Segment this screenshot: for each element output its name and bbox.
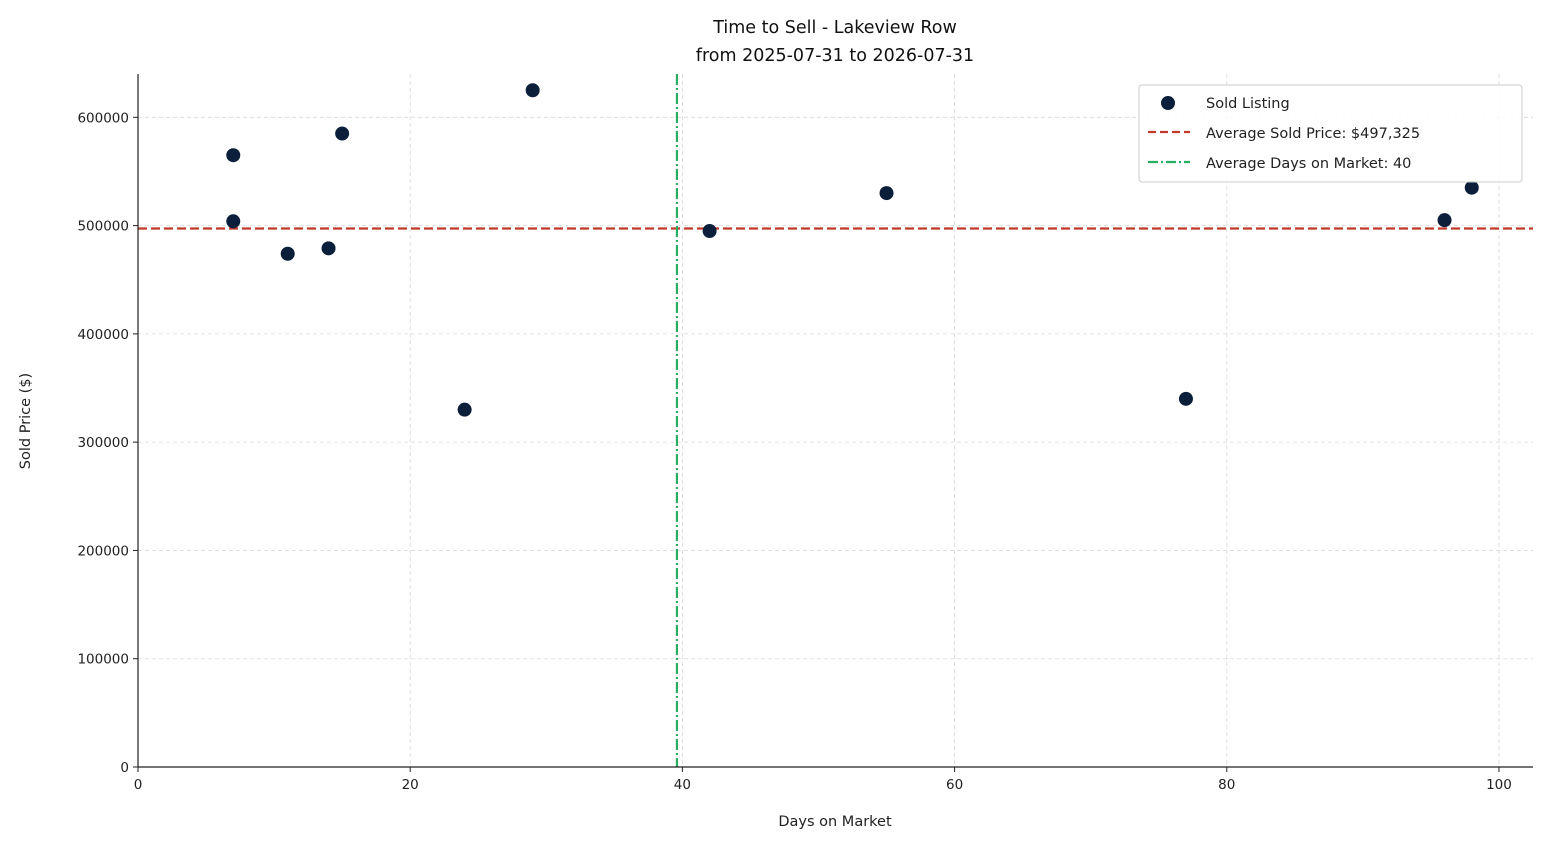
data-point xyxy=(1178,391,1193,406)
chart-subtitle: from 2025-07-31 to 2026-07-31 xyxy=(696,46,974,66)
y-tick-label: 600000 xyxy=(77,110,129,126)
data-points xyxy=(226,83,1479,417)
data-point xyxy=(457,402,472,417)
data-point xyxy=(226,148,241,163)
legend: Sold Listing Average Sold Price: $497,32… xyxy=(1138,84,1523,183)
data-point xyxy=(1437,213,1452,228)
legend-marker-sold-listing xyxy=(1161,96,1175,110)
data-point xyxy=(335,126,350,141)
legend-label-average-days: Average Days on Market: 40 xyxy=(1206,156,1411,172)
reference-lines xyxy=(138,74,1533,767)
data-point xyxy=(226,214,241,229)
y-tick-label: 100000 xyxy=(77,652,129,668)
y-tick-label: 400000 xyxy=(77,327,129,343)
x-tick-label: 0 xyxy=(134,777,143,793)
legend-label-sold-listing: Sold Listing xyxy=(1206,96,1290,112)
y-axis-label: Sold Price ($) xyxy=(18,373,34,469)
data-point xyxy=(280,246,295,261)
x-axis-label: Days on Market xyxy=(778,814,892,830)
chart-title: Time to Sell - Lakeview Row xyxy=(712,18,957,38)
x-tick-label: 60 xyxy=(946,777,963,793)
data-point xyxy=(702,224,717,239)
legend-label-average-price: Average Sold Price: $497,325 xyxy=(1206,126,1420,142)
x-tick-label: 100 xyxy=(1486,777,1512,793)
y-tick-label: 500000 xyxy=(77,219,129,235)
tick-labels: 0 20 40 60 80 100 0 100000 200000 300000 400000 500… xyxy=(77,110,1511,793)
y-tick-label: 200000 xyxy=(77,543,129,559)
data-point xyxy=(1464,180,1479,195)
data-point xyxy=(321,241,336,256)
data-point xyxy=(879,186,894,201)
axes xyxy=(133,74,1533,772)
data-point xyxy=(525,83,540,98)
x-tick-label: 20 xyxy=(402,777,419,793)
legend-box xyxy=(1138,84,1523,183)
y-tick-label: 300000 xyxy=(77,435,129,451)
x-tick-label: 40 xyxy=(674,777,691,793)
x-tick-label: 80 xyxy=(1218,777,1235,793)
y-tick-label: 0 xyxy=(120,760,129,776)
